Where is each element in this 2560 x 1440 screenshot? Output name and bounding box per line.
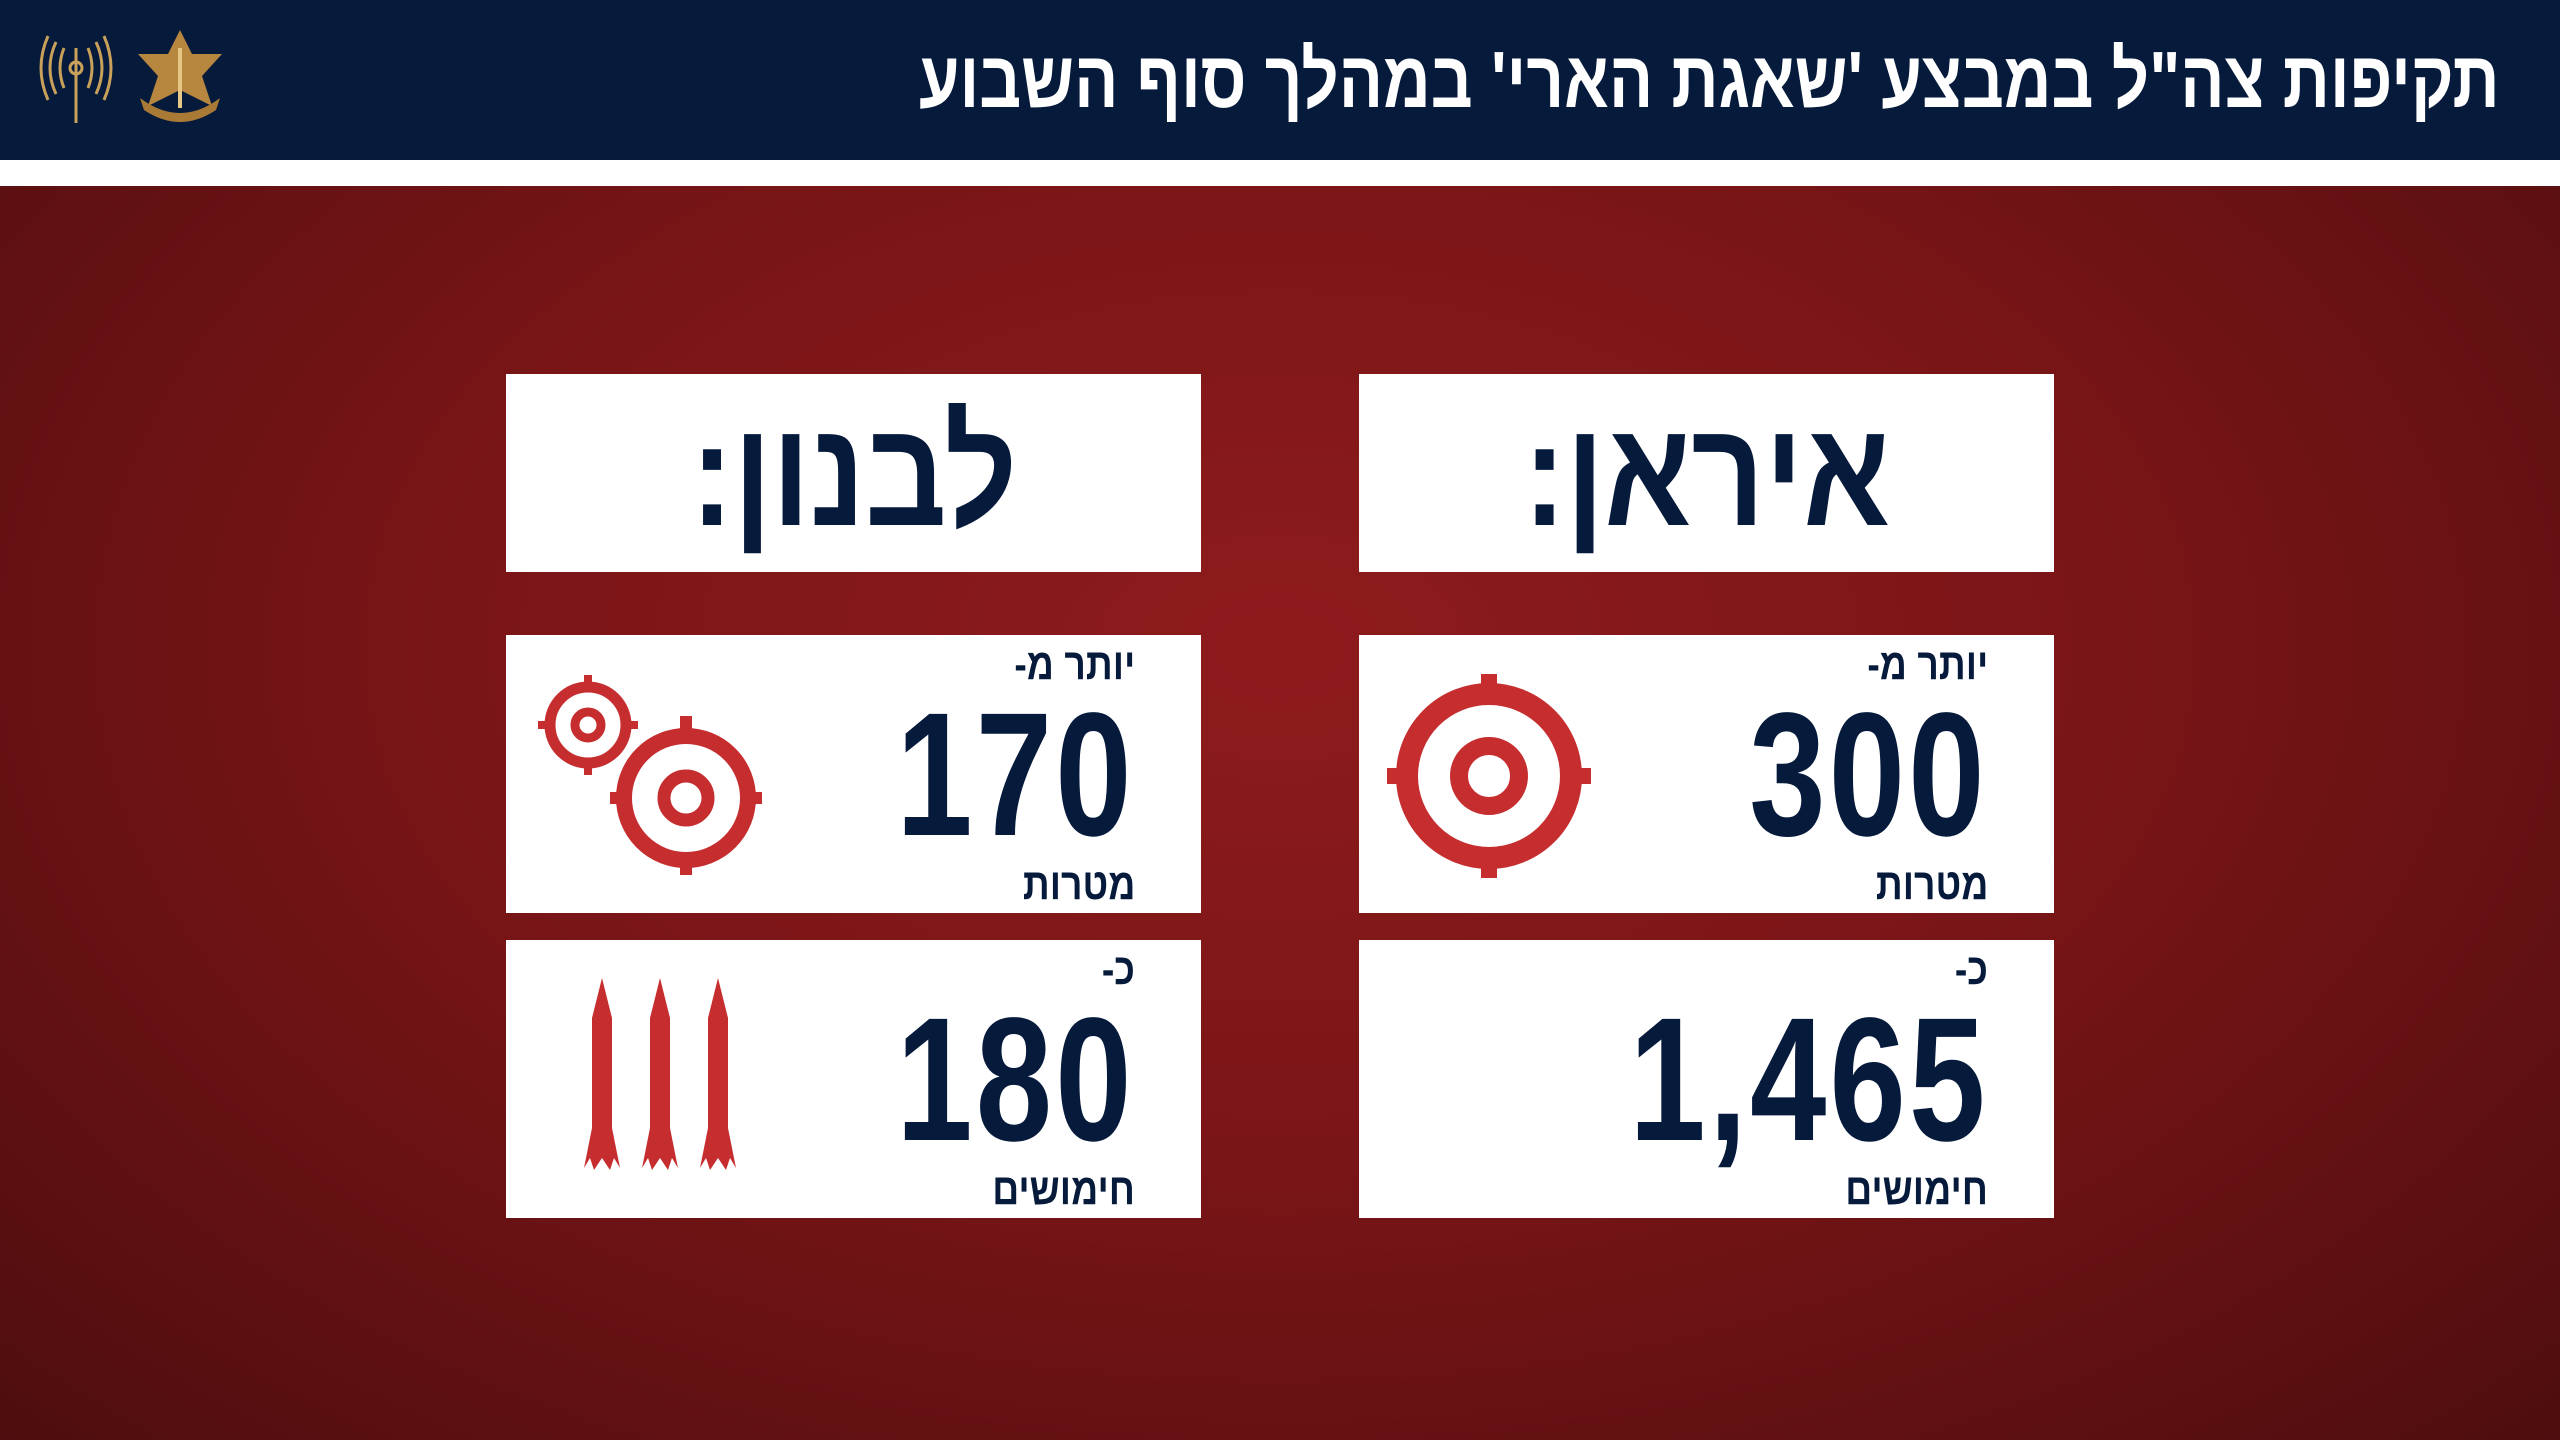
lebanon-targets-value: 170 (896, 677, 1135, 873)
target-icon (1387, 674, 1591, 878)
idf-emblem-icon (138, 30, 222, 122)
lebanon-munitions-text: כ- 180 חימושים (829, 946, 1135, 1214)
iran-munitions-text: כ- 1,465 חימושים (1528, 946, 1988, 1214)
lebanon-targets-text: יותר מ- 170 מטרות (829, 641, 1135, 909)
lebanon-munitions-prefix: כ- (1101, 945, 1135, 994)
lebanon-targets-card: יותר מ- 170 מטרות (506, 635, 1201, 913)
lebanon-heading: לבנון: (690, 389, 1017, 557)
two-targets-icon (538, 675, 762, 875)
header-bar: תקיפות צה"ל במבצע 'שאגת הארי' במהלך סוף … (0, 0, 2560, 160)
iran-munitions-unit: חימושים (1845, 1165, 1988, 1214)
iran-targets-card: יותר מ- 300 מטרות (1359, 635, 2054, 913)
logos (36, 28, 230, 128)
iran-munitions-card: כ- 1,465 חימושים (1359, 940, 2054, 1218)
iran-heading: איראן: (1523, 389, 1890, 557)
iran-munitions-value: 1,465 (1628, 982, 1988, 1178)
iran-munitions-prefix: כ- (1954, 945, 1988, 994)
missiles-icon (584, 978, 736, 1170)
iran-targets-text: יותר מ- 300 מטרות (1682, 641, 1988, 909)
lebanon-munitions-unit: חימושים (992, 1165, 1135, 1214)
iran-targets-value: 300 (1749, 677, 1988, 873)
lebanon-heading-box: לבנון: (506, 374, 1201, 572)
lebanon-targets-unit: מטרות (1022, 860, 1135, 909)
iran-targets-prefix: יותר מ- (1867, 640, 1988, 689)
iran-targets-unit: מטרות (1875, 860, 1988, 909)
lebanon-munitions-card: כ- 180 חימושים (506, 940, 1201, 1218)
idf-spokesperson-logo-icon (39, 35, 113, 123)
page-title: תקיפות צה"ל במבצע 'שאגת הארי' במהלך סוף … (919, 35, 2500, 124)
header-divider (0, 160, 2560, 186)
lebanon-munitions-value: 180 (896, 982, 1135, 1178)
lebanon-targets-prefix: יותר מ- (1014, 640, 1135, 689)
iran-heading-box: איראן: (1359, 374, 2054, 572)
